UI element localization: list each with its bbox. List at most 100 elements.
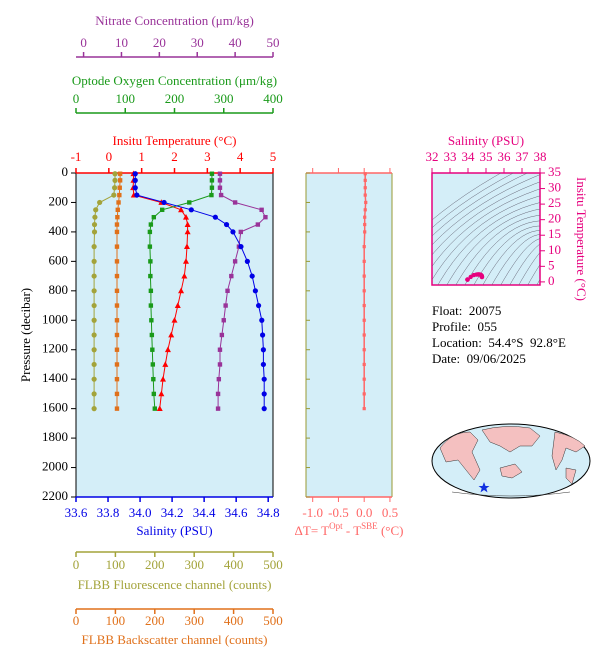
x-axis-title: Salinity (PSU) [136, 523, 212, 538]
x-tick-label: 0.5 [382, 505, 398, 520]
data-point [188, 207, 194, 213]
density-contour [527, 264, 540, 285]
data-point [217, 347, 223, 352]
data-point [229, 273, 234, 279]
data-point [259, 317, 265, 323]
y-tick-label: 2200 [42, 488, 68, 503]
x-tick-label: 0 [80, 35, 87, 50]
data-point [363, 222, 367, 227]
plot-area [306, 173, 392, 497]
data-point [161, 199, 167, 206]
data-point [159, 207, 165, 213]
data-point [244, 258, 250, 264]
x-tick-label: 400 [263, 91, 283, 106]
data-point [91, 406, 97, 412]
data-point [149, 332, 155, 338]
data-point [91, 258, 97, 264]
data-point [232, 200, 238, 205]
data-point [223, 221, 230, 228]
data-point [147, 244, 153, 249]
x-tick-label: 36 [498, 149, 512, 164]
y-tick-label: 15 [548, 226, 561, 241]
data-point [363, 172, 367, 176]
x-tick-label: 500 [263, 557, 283, 572]
density-contour [500, 238, 540, 285]
x-tick-label: 200 [165, 91, 185, 106]
x-tick-label: 0.0 [356, 505, 372, 520]
x-tick-label: 300 [184, 613, 204, 628]
data-point [114, 288, 120, 294]
data-point [479, 274, 485, 280]
data-point [97, 199, 103, 206]
data-point [91, 376, 97, 382]
data-point [117, 171, 123, 176]
density-contour [432, 173, 502, 221]
data-point [114, 244, 120, 249]
data-point [117, 178, 123, 183]
data-point [114, 362, 120, 367]
y-tick-label: 200 [49, 193, 69, 208]
data-point [114, 229, 120, 235]
data-point [363, 215, 367, 219]
x-tick-label: 34.8 [257, 505, 280, 520]
x-tick-label: -1.0 [302, 505, 323, 520]
x-axis-title-part: Opt [329, 521, 343, 531]
y-tick-label: 1600 [42, 400, 68, 415]
x-tick-label: 34.2 [161, 505, 184, 520]
data-point [114, 303, 120, 308]
x-tick-label: 34.4 [193, 505, 216, 520]
map-land [451, 491, 571, 497]
data-point [150, 347, 155, 352]
data-point [232, 259, 238, 264]
x-tick-label: 20 [153, 35, 166, 50]
data-point [362, 348, 366, 352]
data-point [217, 185, 223, 190]
data-point [91, 391, 97, 397]
data-point [152, 406, 157, 411]
data-point [112, 185, 118, 191]
x-tick-label: 400 [224, 557, 244, 572]
y-tick-label: 2000 [42, 459, 68, 474]
data-point [148, 259, 153, 264]
data-point [91, 244, 97, 250]
x-tick-label: 34.0 [129, 505, 152, 520]
data-point [174, 302, 181, 308]
data-point [116, 200, 121, 205]
x-axis-title: Salinity (PSU) [448, 133, 524, 148]
float-info: Location: 54.4°S 92.8°E [432, 335, 566, 350]
map-land [551, 431, 586, 471]
data-point [91, 332, 97, 338]
x-tick-label: 33 [444, 149, 457, 164]
x-tick-label: 34.6 [225, 505, 248, 520]
y-axis-title: Insitu Temperature (°C) [574, 177, 589, 301]
x-tick-label: 200 [145, 613, 165, 628]
y-tick-label: 0 [62, 164, 69, 179]
world-map [431, 423, 591, 499]
x-axis-title: FLBB Backscatter channel (counts) [82, 632, 268, 647]
data-point [238, 244, 244, 250]
data-point [91, 317, 97, 323]
data-point [230, 229, 236, 235]
float-info: Float: 20075 [432, 303, 501, 318]
plot-area [76, 173, 273, 497]
data-point [147, 229, 153, 235]
y-tick-label: 10 [548, 242, 561, 257]
data-point [114, 273, 120, 279]
data-point [209, 178, 215, 183]
density-contour [464, 220, 540, 285]
data-point [362, 333, 366, 337]
data-point [117, 192, 122, 198]
x-tick-label: 2 [171, 149, 178, 164]
x-tick-label: -1 [71, 149, 82, 164]
x-tick-label: 32 [426, 149, 439, 164]
data-point [219, 332, 225, 338]
data-point [114, 259, 120, 264]
data-point [263, 214, 268, 220]
x-tick-label: 100 [116, 91, 136, 106]
x-tick-label: 200 [145, 557, 165, 572]
data-point [259, 332, 266, 338]
data-point [225, 288, 230, 294]
density-contour [432, 188, 540, 267]
y-tick-label: 800 [49, 282, 69, 297]
x-tick-label: 0 [106, 149, 113, 164]
